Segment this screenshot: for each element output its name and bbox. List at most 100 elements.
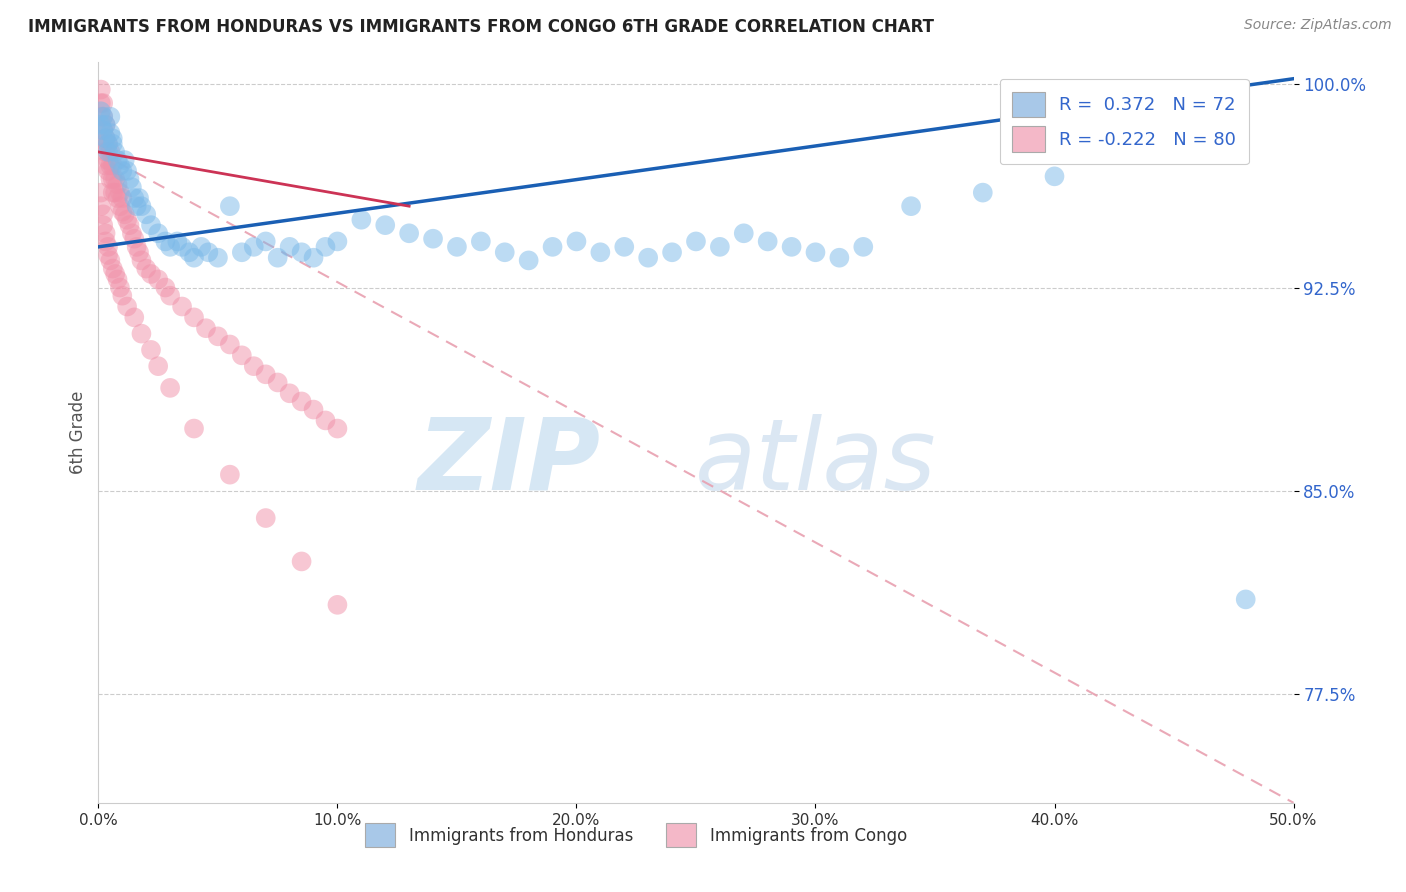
- Point: [90, 82, 112, 96]
- Point: [90, 118, 112, 132]
- Point: [97, 136, 120, 151]
- Point: [94, 227, 117, 241]
- Point: [733, 227, 755, 241]
- Point: [115, 212, 138, 227]
- Point: [101, 159, 124, 173]
- Point: [148, 227, 170, 241]
- Text: ZIP: ZIP: [418, 414, 600, 511]
- Point: [121, 227, 143, 241]
- Point: [124, 310, 146, 325]
- Point: [315, 413, 337, 427]
- Point: [231, 348, 253, 362]
- Point: [131, 199, 153, 213]
- Point: [972, 186, 994, 200]
- Point: [118, 218, 141, 232]
- Point: [98, 253, 122, 268]
- Point: [94, 118, 117, 132]
- Point: [94, 131, 117, 145]
- Point: [91, 110, 114, 124]
- Point: [108, 199, 131, 213]
- Point: [179, 245, 201, 260]
- Point: [267, 376, 290, 390]
- Point: [446, 240, 468, 254]
- Point: [231, 245, 253, 260]
- Y-axis label: 6th Grade: 6th Grade: [69, 391, 87, 475]
- Point: [243, 359, 266, 374]
- Point: [97, 145, 120, 159]
- Point: [104, 172, 127, 186]
- Point: [267, 251, 290, 265]
- Point: [135, 207, 157, 221]
- Point: [422, 232, 444, 246]
- Point: [709, 240, 731, 254]
- Point: [97, 136, 120, 151]
- Point: [148, 272, 170, 286]
- Point: [108, 186, 131, 200]
- Point: [326, 598, 349, 612]
- Point: [172, 240, 194, 254]
- Point: [111, 164, 134, 178]
- Point: [91, 110, 114, 124]
- Point: [98, 172, 122, 186]
- Point: [243, 240, 266, 254]
- Point: [315, 240, 337, 254]
- Point: [219, 467, 242, 482]
- Point: [125, 240, 148, 254]
- Point: [111, 288, 134, 302]
- Point: [91, 96, 114, 111]
- Point: [254, 235, 277, 249]
- Point: [131, 253, 153, 268]
- Point: [131, 326, 153, 341]
- Point: [97, 153, 120, 167]
- Point: [159, 288, 181, 302]
- Point: [398, 227, 420, 241]
- Point: [101, 261, 124, 276]
- Point: [219, 337, 242, 351]
- Point: [107, 153, 129, 167]
- Point: [326, 421, 349, 435]
- Point: [197, 245, 219, 260]
- Point: [121, 180, 143, 194]
- Point: [104, 186, 127, 200]
- Point: [374, 218, 396, 232]
- Point: [98, 110, 122, 124]
- Point: [350, 212, 373, 227]
- Point: [517, 253, 540, 268]
- Point: [94, 159, 117, 173]
- Point: [111, 191, 134, 205]
- Point: [565, 235, 588, 249]
- Text: Source: ZipAtlas.com: Source: ZipAtlas.com: [1244, 18, 1392, 32]
- Point: [900, 199, 922, 213]
- Point: [302, 251, 325, 265]
- Point: [166, 235, 188, 249]
- Point: [108, 280, 131, 294]
- Point: [159, 240, 181, 254]
- Point: [278, 386, 301, 401]
- Point: [190, 240, 212, 254]
- Point: [541, 240, 564, 254]
- Point: [135, 261, 157, 276]
- Point: [114, 207, 136, 221]
- Point: [804, 245, 827, 260]
- Point: [107, 272, 129, 286]
- Point: [91, 218, 114, 232]
- Point: [155, 235, 177, 249]
- Point: [828, 251, 851, 265]
- Point: [90, 104, 112, 119]
- Point: [101, 136, 124, 151]
- Point: [114, 153, 136, 167]
- Point: [104, 267, 127, 281]
- Point: [115, 164, 138, 178]
- Legend: Immigrants from Honduras, Immigrants from Congo: Immigrants from Honduras, Immigrants fro…: [359, 817, 914, 854]
- Point: [91, 123, 114, 137]
- Point: [139, 343, 162, 357]
- Point: [94, 118, 117, 132]
- Point: [104, 145, 127, 159]
- Point: [128, 191, 150, 205]
- Point: [637, 251, 659, 265]
- Point: [278, 240, 301, 254]
- Point: [685, 235, 707, 249]
- Point: [108, 159, 131, 173]
- Point: [661, 245, 683, 260]
- Point: [183, 421, 205, 435]
